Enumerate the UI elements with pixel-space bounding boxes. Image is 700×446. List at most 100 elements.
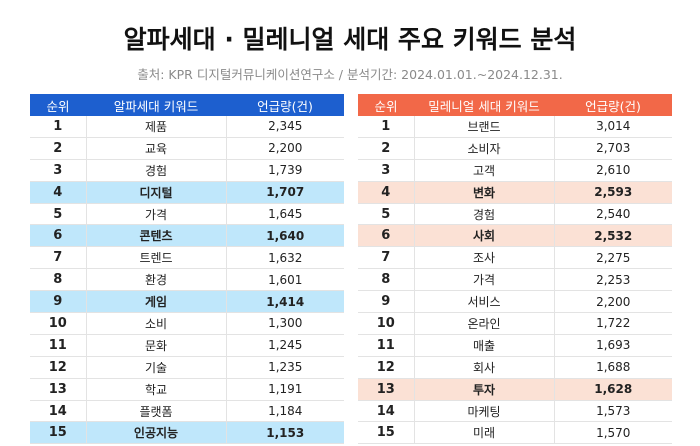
keyword-header: 밀레니얼 세대 키워드: [414, 94, 554, 116]
keyword-cell: 마케팅: [413, 400, 555, 423]
rank-cell: 8: [30, 268, 86, 292]
count-cell: 1,235: [226, 356, 344, 379]
table-row: 2 교육 2,200: [30, 137, 344, 160]
rank-cell: 15: [30, 421, 86, 445]
count-cell: 2,610: [554, 159, 672, 182]
rank-cell: 3: [358, 159, 414, 182]
rank-cell: 6: [30, 224, 86, 248]
keyword-cell: 브랜드: [413, 116, 555, 138]
rank-cell: 15: [358, 421, 414, 445]
table-row: 5 가격 1,645: [30, 203, 344, 226]
table-row: 7 트렌드 1,632: [30, 246, 344, 270]
rank-cell: 5: [358, 203, 414, 226]
count-cell: 3,014: [554, 116, 672, 138]
keyword-header: 알파세대 키워드: [86, 94, 226, 116]
rank-cell: 12: [358, 356, 414, 379]
table-row: 6 콘텐츠 1,640: [30, 224, 344, 248]
rank-cell: 7: [30, 246, 86, 270]
count-cell: 1,570: [554, 421, 672, 445]
rank-cell: 12: [30, 356, 86, 379]
count-cell: 1,707: [226, 181, 344, 204]
count-cell: 1,628: [554, 378, 672, 401]
count-cell: 1,184: [226, 400, 344, 423]
table-row: 6 사회 2,532: [358, 224, 672, 248]
rank-cell: 11: [358, 334, 414, 357]
table-row: 9 서비스 2,200: [358, 290, 672, 314]
source-caption: 출처: KPR 디지털커뮤니케이션연구소 / 분석기간: 2024.01.01.…: [137, 67, 563, 82]
count-cell: 1,414: [226, 290, 344, 314]
rank-cell: 9: [30, 290, 86, 314]
table-row: 14 플랫폼 1,184: [30, 400, 344, 423]
count-cell: 2,703: [554, 137, 672, 160]
rank-cell: 1: [358, 116, 414, 138]
table-row: 3 경험 1,739: [30, 159, 344, 182]
rank-cell: 4: [358, 181, 414, 204]
rank-cell: 8: [358, 268, 414, 292]
table-row: 9 게임 1,414: [30, 290, 344, 314]
keyword-cell: 경험: [85, 159, 227, 182]
count-header: 언급량(건): [226, 94, 344, 116]
rank-cell: 3: [30, 159, 86, 182]
table-row: 12 기술 1,235: [30, 356, 344, 379]
count-cell: 2,275: [554, 246, 672, 270]
keyword-cell: 교육: [85, 137, 227, 160]
rank-cell: 2: [30, 137, 86, 160]
count-cell: 1,632: [226, 246, 344, 270]
table-row: 2 소비자 2,703: [358, 137, 672, 160]
rank-cell: 5: [30, 203, 86, 226]
keyword-cell: 가격: [85, 203, 227, 226]
keyword-cell: 서비스: [413, 290, 555, 314]
rank-header: 순위: [30, 94, 86, 116]
rank-cell: 14: [30, 400, 86, 423]
rank-cell: 4: [30, 181, 86, 204]
count-cell: 1,739: [226, 159, 344, 182]
keyword-cell: 플랫폼: [85, 400, 227, 423]
keyword-cell: 콘텐츠: [85, 224, 227, 248]
keyword-cell: 고객: [413, 159, 555, 182]
count-cell: 1,645: [226, 203, 344, 226]
rank-cell: 14: [358, 400, 414, 423]
count-cell: 2,200: [226, 137, 344, 160]
count-cell: 1,191: [226, 378, 344, 401]
rank-cell: 2: [358, 137, 414, 160]
millennial-table-body: 1 브랜드 3,014 2 소비자 2,703 3 고객 2,610 4 변화 2,593 5 경험 2,5…: [358, 116, 672, 445]
table-row: 1 브랜드 3,014: [358, 116, 672, 138]
table-row: 8 가격 2,253: [358, 268, 672, 292]
alpha-keyword-table: 순위 알파세대 키워드 언급량(건) 1 제품 2,345 2 교육 2,200 3 경험 1,…: [30, 94, 344, 445]
count-cell: 1,722: [554, 312, 672, 335]
count-cell: 2,200: [554, 290, 672, 314]
table-header-row: 순위 밀레니얼 세대 키워드 언급량(건): [358, 94, 672, 116]
keyword-cell: 투자: [413, 378, 555, 401]
keyword-cell: 가격: [413, 268, 555, 292]
millennial-keyword-table: 순위 밀레니얼 세대 키워드 언급량(건) 1 브랜드 3,014 2 소비자 2,703…: [358, 94, 672, 445]
rank-header: 순위: [358, 94, 414, 116]
table-row: 13 학교 1,191: [30, 378, 344, 401]
keyword-cell: 학교: [85, 378, 227, 401]
keyword-cell: 온라인: [413, 312, 555, 335]
keyword-cell: 기술: [85, 356, 227, 379]
keyword-cell: 변화: [413, 181, 555, 204]
count-cell: 1,601: [226, 268, 344, 292]
count-cell: 1,688: [554, 356, 672, 379]
count-cell: 1,245: [226, 334, 344, 357]
keyword-cell: 미래: [413, 421, 555, 445]
keyword-cell: 디지털: [85, 181, 227, 204]
page-title: 알파세대 · 밀레니얼 세대 주요 키워드 분석: [123, 25, 577, 54]
table-row: 1 제품 2,345: [30, 116, 344, 138]
keyword-cell: 매출: [413, 334, 555, 357]
keyword-cell: 게임: [85, 290, 227, 314]
table-row: 12 회사 1,688: [358, 356, 672, 379]
table-row: 14 마케팅 1,573: [358, 400, 672, 423]
alpha-table-body: 1 제품 2,345 2 교육 2,200 3 경험 1,739 4 디지털 1,707 5 가격 1,64…: [30, 116, 344, 445]
keyword-cell: 제품: [85, 116, 227, 138]
keyword-cell: 문화: [85, 334, 227, 357]
rank-cell: 13: [358, 378, 414, 401]
table-row: 15 미래 1,570: [358, 421, 672, 445]
rank-cell: 6: [358, 224, 414, 248]
keyword-cell: 조사: [413, 246, 555, 270]
keyword-cell: 회사: [413, 356, 555, 379]
keyword-cell: 트렌드: [85, 246, 227, 270]
rank-cell: 9: [358, 290, 414, 314]
count-header: 언급량(건): [554, 94, 672, 116]
keyword-cell: 경험: [413, 203, 555, 226]
